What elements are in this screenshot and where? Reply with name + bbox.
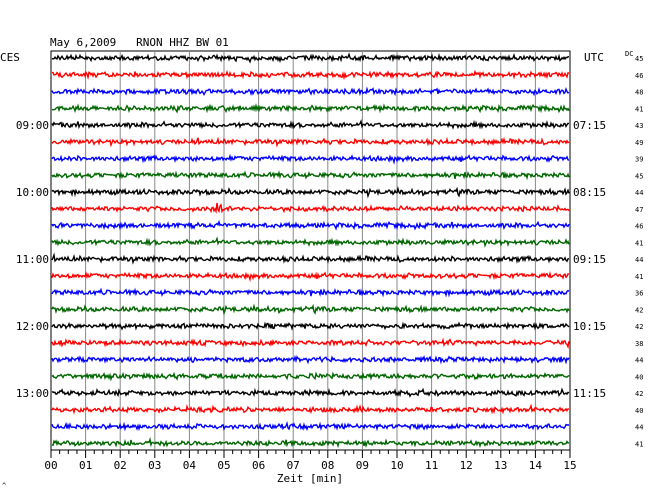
x-axis-ticks xyxy=(50,450,571,458)
trace-line-20 xyxy=(51,371,570,382)
trace-line-2 xyxy=(52,69,570,81)
right-hour-label: 07:15 xyxy=(573,119,606,132)
left-hour-label: 10:00 xyxy=(16,186,49,199)
trace-line-4 xyxy=(51,103,570,114)
dc-offset-label: 41 xyxy=(635,440,643,448)
trace-line-6 xyxy=(51,136,570,148)
dc-label: DC xyxy=(625,50,633,58)
dc-offset-label: 39 xyxy=(635,156,643,164)
right-hour-labels: 07:15 08:15 09:15 10:15 11:15 xyxy=(573,119,606,400)
dc-offset-label: 44 xyxy=(635,189,643,197)
left-hour-label: 13:00 xyxy=(16,387,49,400)
x-tick-label: 05 xyxy=(217,459,230,472)
x-tick-label: 11 xyxy=(425,459,438,472)
dc-offset-label: 43 xyxy=(635,122,643,130)
x-tick-label: 07 xyxy=(287,459,300,472)
right-hour-label: 11:15 xyxy=(573,387,606,400)
chart-title: May 6,2009 RNON HHZ BW 01 xyxy=(50,36,229,49)
trace-line-10 xyxy=(51,202,570,214)
trace-line-7 xyxy=(51,153,570,165)
dc-offset-label: 44 xyxy=(635,256,643,264)
trace-line-21 xyxy=(51,387,570,398)
right-hour-label: 10:15 xyxy=(573,320,606,333)
dc-offset-label: 38 xyxy=(635,340,643,348)
right-hour-label: 09:15 xyxy=(573,253,606,266)
left-timezone-label: CES xyxy=(0,51,20,64)
x-tick-label: 15 xyxy=(563,459,576,472)
trace-line-13 xyxy=(51,252,570,265)
x-tick-label: 13 xyxy=(494,459,507,472)
trace-line-3 xyxy=(51,86,570,97)
left-hour-label: 12:00 xyxy=(16,320,49,333)
dc-offset-label: 46 xyxy=(635,72,643,80)
left-hour-label: 09:00 xyxy=(16,119,49,132)
minute-gridlines xyxy=(85,51,536,450)
x-axis-label: Zeit [min] xyxy=(277,472,343,485)
dc-offset-label: 41 xyxy=(635,273,643,281)
trace-line-8 xyxy=(51,170,570,181)
x-tick-labels: 00 01 02 03 04 05 06 07 08 09 10 11 12 13 14 15 xyxy=(44,459,576,472)
dc-offset-label: 42 xyxy=(635,323,643,331)
x-tick-label: 01 xyxy=(79,459,92,472)
dc-offset-label: 45 xyxy=(635,55,643,63)
dc-offset-label: 44 xyxy=(635,424,643,432)
trace-line-1 xyxy=(51,52,570,64)
trace-line-15 xyxy=(51,287,570,298)
x-tick-label: 00 xyxy=(44,459,57,472)
x-tick-label: 12 xyxy=(460,459,473,472)
trace-line-23 xyxy=(51,421,570,432)
dc-offset-label: 45 xyxy=(635,172,643,180)
x-tick-label: 06 xyxy=(252,459,265,472)
trace-line-22 xyxy=(51,403,570,415)
x-tick-label: 03 xyxy=(148,459,161,472)
trace-line-5 xyxy=(51,119,570,130)
dc-offset-label: 41 xyxy=(635,105,643,113)
x-tick-label: 04 xyxy=(183,459,197,472)
dc-offset-label: 36 xyxy=(635,290,643,298)
x-tick-label: 14 xyxy=(529,459,543,472)
dc-offset-label: 42 xyxy=(635,306,643,314)
trace-line-14 xyxy=(51,270,570,283)
trace-line-19 xyxy=(51,354,570,365)
dc-offset-label: 40 xyxy=(635,373,643,381)
trace-line-12 xyxy=(51,236,570,248)
trace-line-16 xyxy=(51,303,570,316)
dc-offset-label: 47 xyxy=(635,206,643,214)
left-hour-labels: 09:00 10:00 11:00 12:00 13:00 xyxy=(16,119,49,400)
dc-offset-label: 46 xyxy=(635,223,643,231)
right-timezone-label: UTC xyxy=(584,51,604,64)
x-tick-label: 10 xyxy=(390,459,403,472)
dc-offset-label: 44 xyxy=(635,357,643,365)
trace-line-9 xyxy=(51,186,570,199)
trace-line-11 xyxy=(51,219,570,231)
left-hour-label: 11:00 xyxy=(16,253,49,266)
seismic-traces xyxy=(51,52,570,449)
dc-offset-label: 42 xyxy=(635,390,643,398)
dc-offset-label: 41 xyxy=(635,239,643,247)
right-hour-label: 08:15 xyxy=(573,186,606,199)
dc-offset-labels: 45 46 48 41 43 49 39 45 44 47 46 41 44 41 36 42 42 38 44 40… xyxy=(635,55,643,448)
dc-offset-label: 40 xyxy=(635,407,643,415)
trace-line-24 xyxy=(51,436,570,449)
dc-offset-label: 49 xyxy=(635,139,643,147)
trace-line-17 xyxy=(51,321,570,331)
x-tick-label: 02 xyxy=(114,459,127,472)
dc-offset-label: 48 xyxy=(635,89,643,97)
x-tick-label: 09 xyxy=(356,459,369,472)
corner-mark: ^ xyxy=(2,482,6,490)
trace-line-18 xyxy=(51,337,570,350)
x-tick-label: 08 xyxy=(321,459,334,472)
